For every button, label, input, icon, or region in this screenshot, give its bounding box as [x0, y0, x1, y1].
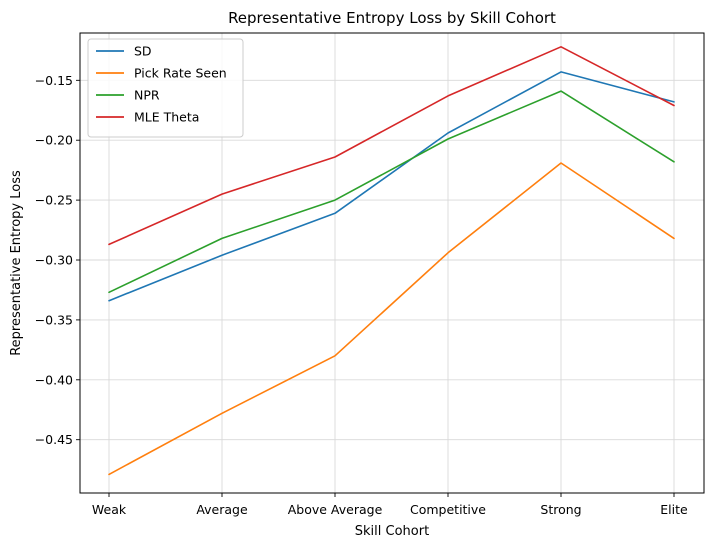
- x-tick-label: Competitive: [410, 502, 486, 517]
- x-axis-title: Skill Cohort: [355, 524, 429, 539]
- legend-label: SD: [134, 44, 152, 59]
- y-tick-label: −0.30: [35, 253, 73, 268]
- y-tick-label: −0.20: [35, 133, 73, 148]
- y-tick-label: −0.25: [35, 193, 73, 208]
- plot-frame: [79, 32, 705, 494]
- x-tick-label: Average: [196, 502, 248, 517]
- x-tick-label: Strong: [540, 502, 581, 517]
- series-line-pick-rate-seen: [108, 162, 675, 476]
- series-line-npr: [108, 90, 675, 294]
- legend-label: NPR: [134, 88, 160, 103]
- x-tick-label: Elite: [660, 502, 688, 517]
- y-tick-label: −0.40: [35, 372, 73, 387]
- legend-box: [87, 38, 244, 138]
- y-axis-title: Representative Entropy Loss: [9, 170, 24, 356]
- y-tick-label: −0.15: [35, 73, 73, 88]
- x-tick-label: Weak: [92, 502, 127, 517]
- series-line-sd: [108, 71, 675, 302]
- x-axis-ticks: Weak Average Above Average Competitive Stron…: [92, 493, 688, 517]
- y-axis-ticks: −0.45 −0.40 −0.35 −0.30 −0.25 −0.20 −0.15: [35, 73, 80, 447]
- chart-title: Representative Entropy Loss by Skill Coh…: [228, 9, 556, 27]
- x-tick-label: Above Average: [288, 502, 383, 517]
- legend: SD Pick Rate Seen NPR MLE Theta: [87, 38, 244, 138]
- series-line-mle-theta: [108, 45, 675, 246]
- grid-lines: [80, 33, 704, 493]
- y-tick-label: −0.45: [35, 432, 73, 447]
- legend-label: Pick Rate Seen: [134, 66, 227, 81]
- legend-label: MLE Theta: [134, 110, 199, 125]
- series-lines: [108, 45, 675, 476]
- y-tick-label: −0.35: [35, 312, 73, 327]
